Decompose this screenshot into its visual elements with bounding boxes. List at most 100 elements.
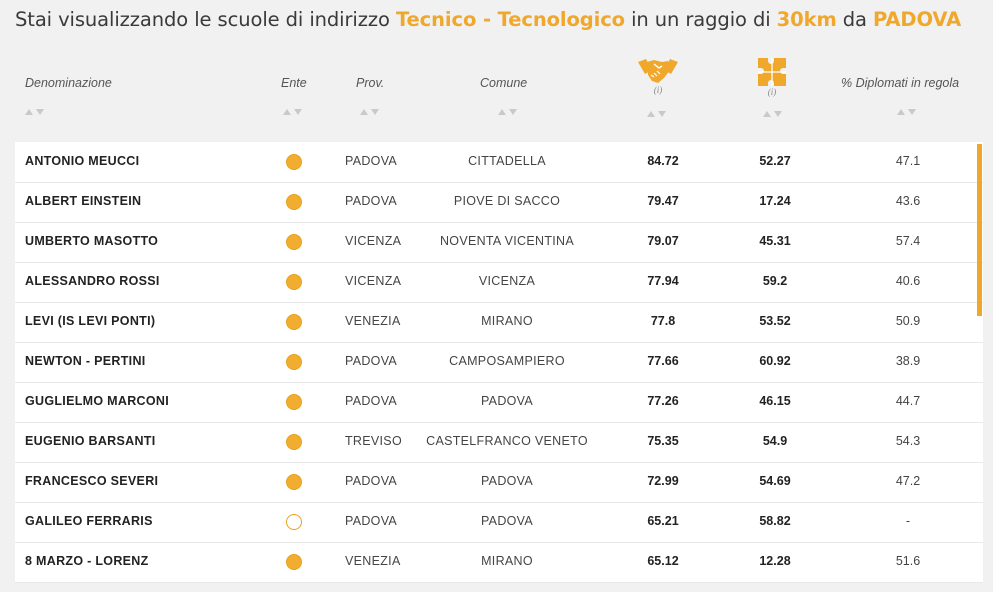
ente-private-icon xyxy=(286,514,302,530)
column-header-comune[interactable]: Comune xyxy=(480,52,540,140)
sort-arrows-icon[interactable] xyxy=(283,108,305,118)
indicator-1-value: 79.47 xyxy=(647,194,679,208)
table-row[interactable]: FRANCESCO SEVERI PADOVA PADOVA 72.99 54.69 47… xyxy=(15,462,983,503)
sort-arrows-icon[interactable] xyxy=(647,110,669,120)
school-name[interactable]: LEVI (IS LEVI PONTI) xyxy=(25,314,156,328)
diplomati-value: 50.9 xyxy=(895,314,921,328)
province: VICENZA xyxy=(345,234,402,248)
comune: CASTELFRANCO VENETO xyxy=(426,434,588,448)
table-row[interactable]: UMBERTO MASOTTO VICENZA NOVENTA VICENTINA 7… xyxy=(15,222,983,263)
diplomati-value: 44.7 xyxy=(895,394,921,408)
comune: PADOVA xyxy=(480,394,534,408)
comune: PADOVA xyxy=(480,474,534,488)
handshake-icon xyxy=(638,59,678,83)
sort-arrows-icon[interactable] xyxy=(763,110,785,120)
column-label-comune: Comune xyxy=(480,76,528,90)
indicator-2-value: 12.28 xyxy=(759,554,791,568)
ente-public-icon xyxy=(286,354,302,370)
indicator-2-value: 54.69 xyxy=(759,474,791,488)
column-header-ente[interactable]: Ente xyxy=(281,52,311,140)
indicator-2-value: 54.9 xyxy=(762,434,788,448)
table-row[interactable]: ANTONIO MEUCCI PADOVA CITTADELLA 84.72 52.27… xyxy=(15,142,983,183)
diplomati-value: - xyxy=(905,514,911,528)
indicator-2-value: 52.27 xyxy=(759,154,791,168)
indicator-2-value: 58.82 xyxy=(759,514,791,528)
table-row[interactable]: ALBERT EINSTEIN PADOVA PIOVE DI SACCO 79.47… xyxy=(15,182,983,223)
ente-public-icon xyxy=(286,474,302,490)
sort-arrows-icon[interactable] xyxy=(360,108,382,118)
sort-arrows-icon[interactable] xyxy=(498,108,520,118)
school-name[interactable]: 8 MARZO - LORENZ xyxy=(25,554,149,568)
province: TREVISO xyxy=(345,434,402,448)
table-row[interactable]: GUGLIELMO MARCONI PADOVA PADOVA 77.26 46.15 4… xyxy=(15,382,983,423)
info-label[interactable]: (i) xyxy=(653,85,663,95)
puzzle-icon xyxy=(758,58,786,86)
column-header-indicator-1[interactable]: (i) xyxy=(633,52,683,140)
indicator-1-value: 65.21 xyxy=(647,514,679,528)
indicator-1-value: 79.07 xyxy=(647,234,679,248)
diplomati-value: 47.2 xyxy=(895,474,921,488)
column-header-denominazione[interactable]: Denominazione xyxy=(25,52,225,140)
indicator-2-value: 53.52 xyxy=(759,314,791,328)
school-name[interactable]: GALILEO FERRARIS xyxy=(25,514,153,528)
school-name[interactable]: ALBERT EINSTEIN xyxy=(25,194,142,208)
province: PADOVA xyxy=(345,394,398,408)
province: VICENZA xyxy=(345,274,402,288)
title-raggio: 30km xyxy=(776,8,837,31)
schools-table: ANTONIO MEUCCI PADOVA CITTADELLA 84.72 52.27… xyxy=(15,142,983,583)
school-name[interactable]: ALESSANDRO ROSSI xyxy=(25,274,160,288)
title-prefix: Stai visualizzando le scuole di indirizz… xyxy=(15,8,396,31)
indicator-1-value: 84.72 xyxy=(647,154,679,168)
title-citta: PADOVA xyxy=(873,8,962,31)
page-title: Stai visualizzando le scuole di indirizz… xyxy=(15,8,961,31)
ente-public-icon xyxy=(286,194,302,210)
school-name[interactable]: GUGLIELMO MARCONI xyxy=(25,394,169,408)
title-da: da xyxy=(836,8,873,31)
school-name[interactable]: NEWTON - PERTINI xyxy=(25,354,146,368)
indicator-2-value: 59.2 xyxy=(762,274,788,288)
indicator-2-value: 17.24 xyxy=(759,194,791,208)
column-header-diplomati[interactable]: % Diplomati in regola xyxy=(841,52,981,140)
comune: CITTADELLA xyxy=(468,154,546,168)
diplomati-value: 40.6 xyxy=(895,274,921,288)
school-name[interactable]: UMBERTO MASOTTO xyxy=(25,234,159,248)
ente-public-icon xyxy=(286,554,302,570)
table-row[interactable]: GALILEO FERRARIS PADOVA PADOVA 65.21 58.82 - xyxy=(15,502,983,543)
province: PADOVA xyxy=(345,514,398,528)
sort-arrows-icon[interactable] xyxy=(897,108,919,118)
province: PADOVA xyxy=(345,154,398,168)
sort-arrows-icon[interactable] xyxy=(25,108,47,118)
province: VENEZIA xyxy=(345,314,401,328)
column-header-prov[interactable]: Prov. xyxy=(356,52,396,140)
diplomati-value: 38.9 xyxy=(895,354,921,368)
diplomati-value: 43.6 xyxy=(895,194,921,208)
table-header: Denominazione Ente Prov. Comune (i) xyxy=(15,52,983,140)
diplomati-value: 57.4 xyxy=(895,234,921,248)
scrollbar[interactable] xyxy=(975,142,983,582)
comune: PADOVA xyxy=(480,514,534,528)
school-name[interactable]: ANTONIO MEUCCI xyxy=(25,154,140,168)
table-row[interactable]: LEVI (IS LEVI PONTI) VENEZIA MIRANO 77.8 53.… xyxy=(15,302,983,343)
comune: PIOVE DI SACCO xyxy=(453,194,561,208)
school-name[interactable]: EUGENIO BARSANTI xyxy=(25,434,156,448)
comune: MIRANO xyxy=(481,314,533,328)
table-row[interactable]: EUGENIO BARSANTI TREVISO CASTELFRANCO VENE… xyxy=(15,422,983,463)
table-row[interactable]: 8 MARZO - LORENZ VENEZIA MIRANO 65.12 12.28 5… xyxy=(15,542,983,583)
column-label-diplomati: % Diplomati in regola xyxy=(841,76,960,90)
info-label[interactable]: (i) xyxy=(767,87,777,97)
comune: NOVENTA VICENTINA xyxy=(439,234,575,248)
indicator-1-value: 77.8 xyxy=(650,314,676,328)
indicator-1-value: 72.99 xyxy=(647,474,679,488)
column-label-denominazione: Denominazione xyxy=(25,76,112,90)
table-row[interactable]: NEWTON - PERTINI PADOVA CAMPOSAMPIERO 77.66… xyxy=(15,342,983,383)
school-name[interactable]: FRANCESCO SEVERI xyxy=(25,474,159,488)
ente-public-icon xyxy=(286,314,302,330)
comune: VICENZA xyxy=(478,274,536,288)
scrollbar-thumb[interactable] xyxy=(977,144,982,316)
table-row[interactable]: ALESSANDRO ROSSI VICENZA VICENZA 77.94 59.2 4… xyxy=(15,262,983,303)
ente-public-icon xyxy=(286,154,302,170)
indicator-2-value: 46.15 xyxy=(759,394,791,408)
ente-public-icon xyxy=(286,234,302,250)
province: VENEZIA xyxy=(345,554,401,568)
column-header-indicator-2[interactable]: (i) xyxy=(747,52,797,140)
